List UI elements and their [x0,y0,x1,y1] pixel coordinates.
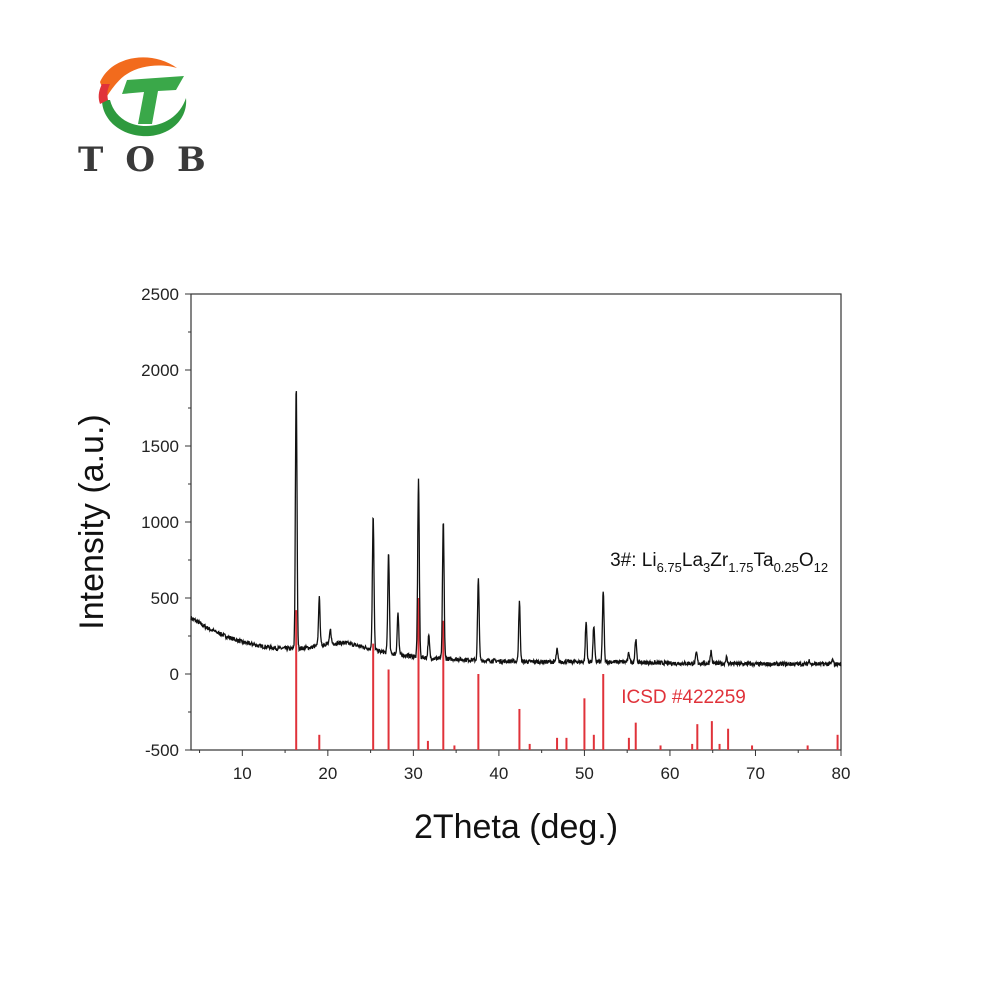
measured-xrd-line [190,391,842,669]
formula-subscript: 1.75 [728,560,753,575]
logo-green-swoosh [102,98,187,137]
y-tick-label: 2000 [141,361,179,380]
plot-frame [190,293,842,751]
x-tick-label: 30 [404,764,423,783]
y-axis-ticks: -500 0 500 1000 1500 2000 2500 [141,285,191,760]
y-tick-label: 2500 [141,285,179,304]
y-axis-label: Intensity (a.u.) [73,414,111,629]
x-axis-ticks: 10 20 30 40 50 60 70 80 [199,750,851,783]
sample-formula-annotation: 3#: Li6.75La3Zr1.75Ta0.25O12 [610,550,828,575]
y-tick-label: 500 [151,589,179,608]
logo-text: TOB [78,140,208,180]
x-tick-label: 70 [746,764,765,783]
logo-letter-t: T [78,140,126,180]
logo-orange-arc [100,57,177,98]
logo-red-dot [98,84,110,104]
formula-text: La [682,550,704,571]
y-tick-label: 1500 [141,437,179,456]
plot-area [190,391,842,750]
formula-subscript: 6.75 [657,560,682,575]
formula-text: O [799,550,814,571]
formula-text: Zr [710,550,729,571]
x-axis-label: 2Theta (deg.) [414,808,618,846]
logo-green-mark [122,76,184,124]
formula-text: 3#: Li [610,550,656,571]
formula-text: Ta [754,550,775,571]
y-tick-label: 1000 [141,513,179,532]
x-tick-label: 60 [660,764,679,783]
x-tick-label: 10 [233,764,252,783]
tob-logo [98,57,187,137]
x-tick-label: 40 [489,764,508,783]
y-tick-label: 0 [170,665,179,684]
x-tick-label: 20 [318,764,337,783]
formula-subscript: 3 [703,560,710,575]
x-tick-label: 50 [575,764,594,783]
logo-letter-o: O [125,140,177,180]
y-tick-label: -500 [145,741,179,760]
x-tick-label: 80 [832,764,851,783]
icsd-reference-annotation: ICSD #422259 [621,687,746,708]
formula-subscript: 12 [814,560,828,575]
formula-subscript: 0.25 [774,560,799,575]
logo-letter-b: B [176,140,228,180]
